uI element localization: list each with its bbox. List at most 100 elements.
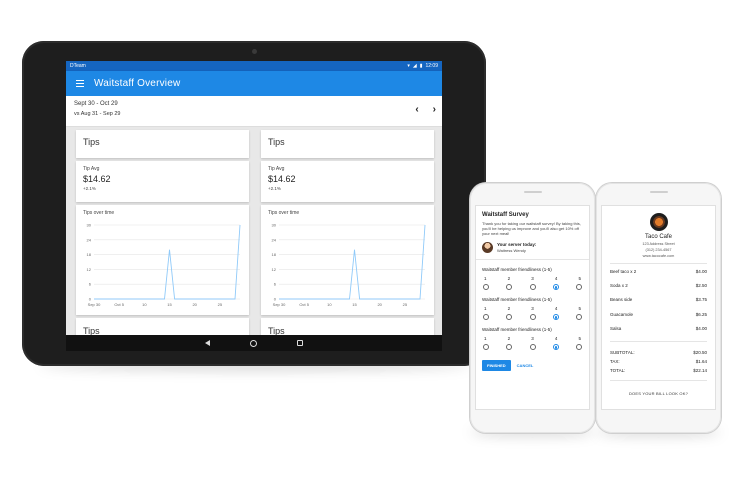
cancel-button[interactable]: CANCEL (516, 363, 534, 368)
y-tick-label: 6 (89, 282, 92, 287)
page-title: Waitstaff Overview (94, 78, 181, 89)
kpi-delta: +2.1% (268, 186, 281, 191)
item-price: $2.50 (695, 283, 707, 289)
app-bar: Waitstaff Overview (66, 71, 442, 96)
kpi-value: $14.62 (268, 174, 296, 184)
server-name: Waitress Wendy (497, 248, 526, 253)
chevron-right-icon[interactable]: › (432, 104, 436, 115)
rating-radio[interactable] (483, 314, 489, 320)
receipt-item-row: Soda x 2 $2.50 (610, 278, 707, 292)
rating-scale: 1 2 3 4 5 (482, 306, 583, 311)
subtotal-value: $20.50 (693, 349, 707, 355)
x-tick-label: Oct 5 (114, 302, 124, 307)
tips-chart: 0 6 12 18 24 30 Sep 30 Oct 5 10 15 20 25 (87, 223, 241, 307)
card-title: Tips (76, 130, 249, 158)
rating-radio[interactable] (529, 344, 536, 350)
y-tick-label: 18 (272, 252, 277, 257)
item-price: $6.25 (695, 311, 707, 317)
y-tick-label: 0 (274, 297, 277, 302)
menu-icon[interactable] (76, 80, 84, 87)
recents-icon[interactable] (297, 340, 303, 346)
chevron-left-icon[interactable]: ‹ (415, 104, 419, 115)
restaurant-address: 123 Address Street (642, 242, 675, 246)
phone-device: Waitstaff Survey Thank you for taking ou… (470, 183, 595, 433)
x-tick-label: 10 (327, 302, 332, 307)
tax-row: TAX: $1.64 (610, 357, 707, 366)
rating-radio[interactable] (576, 284, 582, 290)
x-tick-label: Sep 30 (273, 302, 286, 307)
rating-number: 2 (507, 276, 511, 281)
back-icon[interactable] (205, 340, 210, 346)
compare-range: vs Aug 31 - Sep 29 (74, 111, 121, 117)
rating-radio[interactable] (552, 344, 559, 350)
server-label: Your server today: (497, 242, 537, 247)
x-tick-label: Sep 30 (88, 302, 101, 307)
item-name: Guacamole (610, 311, 634, 317)
x-tick-label: 20 (192, 302, 197, 307)
status-bar: DTeam ▾ ◢ ▮ 12:09 (66, 61, 442, 71)
dashboard-column: Tips Tip Avg $14.62 +2.1% Tips over time… (76, 130, 249, 351)
dashboard-column: Tips Tip Avg $14.62 +2.1% Tips over time… (261, 130, 434, 351)
item-name: Beans side (610, 297, 633, 303)
rating-number: 5 (578, 276, 581, 281)
rating-number: 5 (578, 336, 581, 341)
rating-radio-group (482, 344, 583, 350)
y-tick-label: 24 (87, 237, 92, 242)
y-tick-label: 30 (87, 223, 92, 228)
rating-radio[interactable] (506, 314, 513, 320)
receipt-items: Beef taco x 2 $4.00 Soda x 2 $2.50 Beans sid… (610, 264, 707, 336)
wifi-icon: ▾ (407, 63, 410, 69)
rating-scale: 1 2 3 4 5 (482, 276, 583, 281)
speaker-grille (523, 191, 542, 193)
y-tick-label: 12 (272, 267, 277, 272)
chart-title: Tips over time (83, 210, 115, 216)
question-label: Waitstaff member friendliness (1-5) (482, 327, 552, 332)
card-title: Tips (261, 130, 434, 158)
chart-card: Tips over time 0 6 12 18 24 30 Sep 30 Oct 5 10 15… (76, 205, 249, 315)
x-tick-label: 20 (377, 302, 382, 307)
divider (610, 379, 707, 381)
rating-radio[interactable] (529, 314, 536, 320)
x-tick-label: 15 (167, 302, 172, 307)
rating-radio[interactable] (576, 344, 582, 350)
x-tick-label: 15 (352, 302, 357, 307)
chart-card: Tips over time 0 6 12 18 24 30 Sep 30 Oct 5 10 15… (261, 205, 434, 315)
restaurant-logo (649, 213, 668, 231)
rating-radio[interactable] (529, 284, 536, 290)
bill-check-prompt[interactable]: DOES YOUR BILL LOOK OK? (628, 390, 689, 396)
battery-icon: ▮ (419, 63, 423, 69)
rating-number: 4 (554, 306, 558, 311)
rating-radio[interactable] (552, 284, 559, 290)
rating-radio[interactable] (506, 344, 513, 350)
home-icon[interactable] (250, 339, 257, 347)
rating-radio[interactable] (483, 344, 489, 350)
camera-icon (252, 49, 257, 54)
total-label: TOTAL: (610, 367, 626, 373)
divider (476, 259, 589, 260)
server-info: Your server today: Waitress Wendy (482, 242, 583, 253)
finished-button[interactable]: FINISHED (482, 360, 511, 371)
item-name: Beef taco x 2 (610, 268, 637, 274)
receipt-item-row: Beans side $3.75 (610, 293, 707, 307)
rating-radio[interactable] (552, 314, 559, 320)
y-tick-label: 12 (87, 267, 92, 272)
rating-number: 2 (507, 336, 511, 341)
receipt-item-row: Beef taco x 2 $4.00 (610, 264, 707, 278)
kpi-label: Tip Avg (83, 166, 100, 172)
item-price: $4.00 (695, 326, 707, 332)
kpi-delta: +2.1% (83, 186, 96, 191)
date-range: Sept 30 - Oct 29 (74, 101, 118, 107)
rating-number: 5 (578, 306, 581, 311)
rating-number: 2 (507, 306, 511, 311)
rating-radio[interactable] (483, 284, 489, 290)
survey-actions: FINISHED CANCEL (482, 360, 583, 371)
rating-number: 3 (531, 306, 534, 311)
rating-radio[interactable] (576, 314, 582, 320)
rating-radio[interactable] (506, 284, 513, 290)
rating-radio-group (482, 314, 583, 320)
rating-number: 4 (554, 276, 558, 281)
question-label: Waitstaff member friendliness (1-5) (482, 297, 552, 302)
phone-device: Taco Cafe 123 Address Street (312) 234-4… (596, 183, 721, 433)
status-left-text: DTeam (70, 63, 86, 69)
avatar (482, 242, 493, 253)
